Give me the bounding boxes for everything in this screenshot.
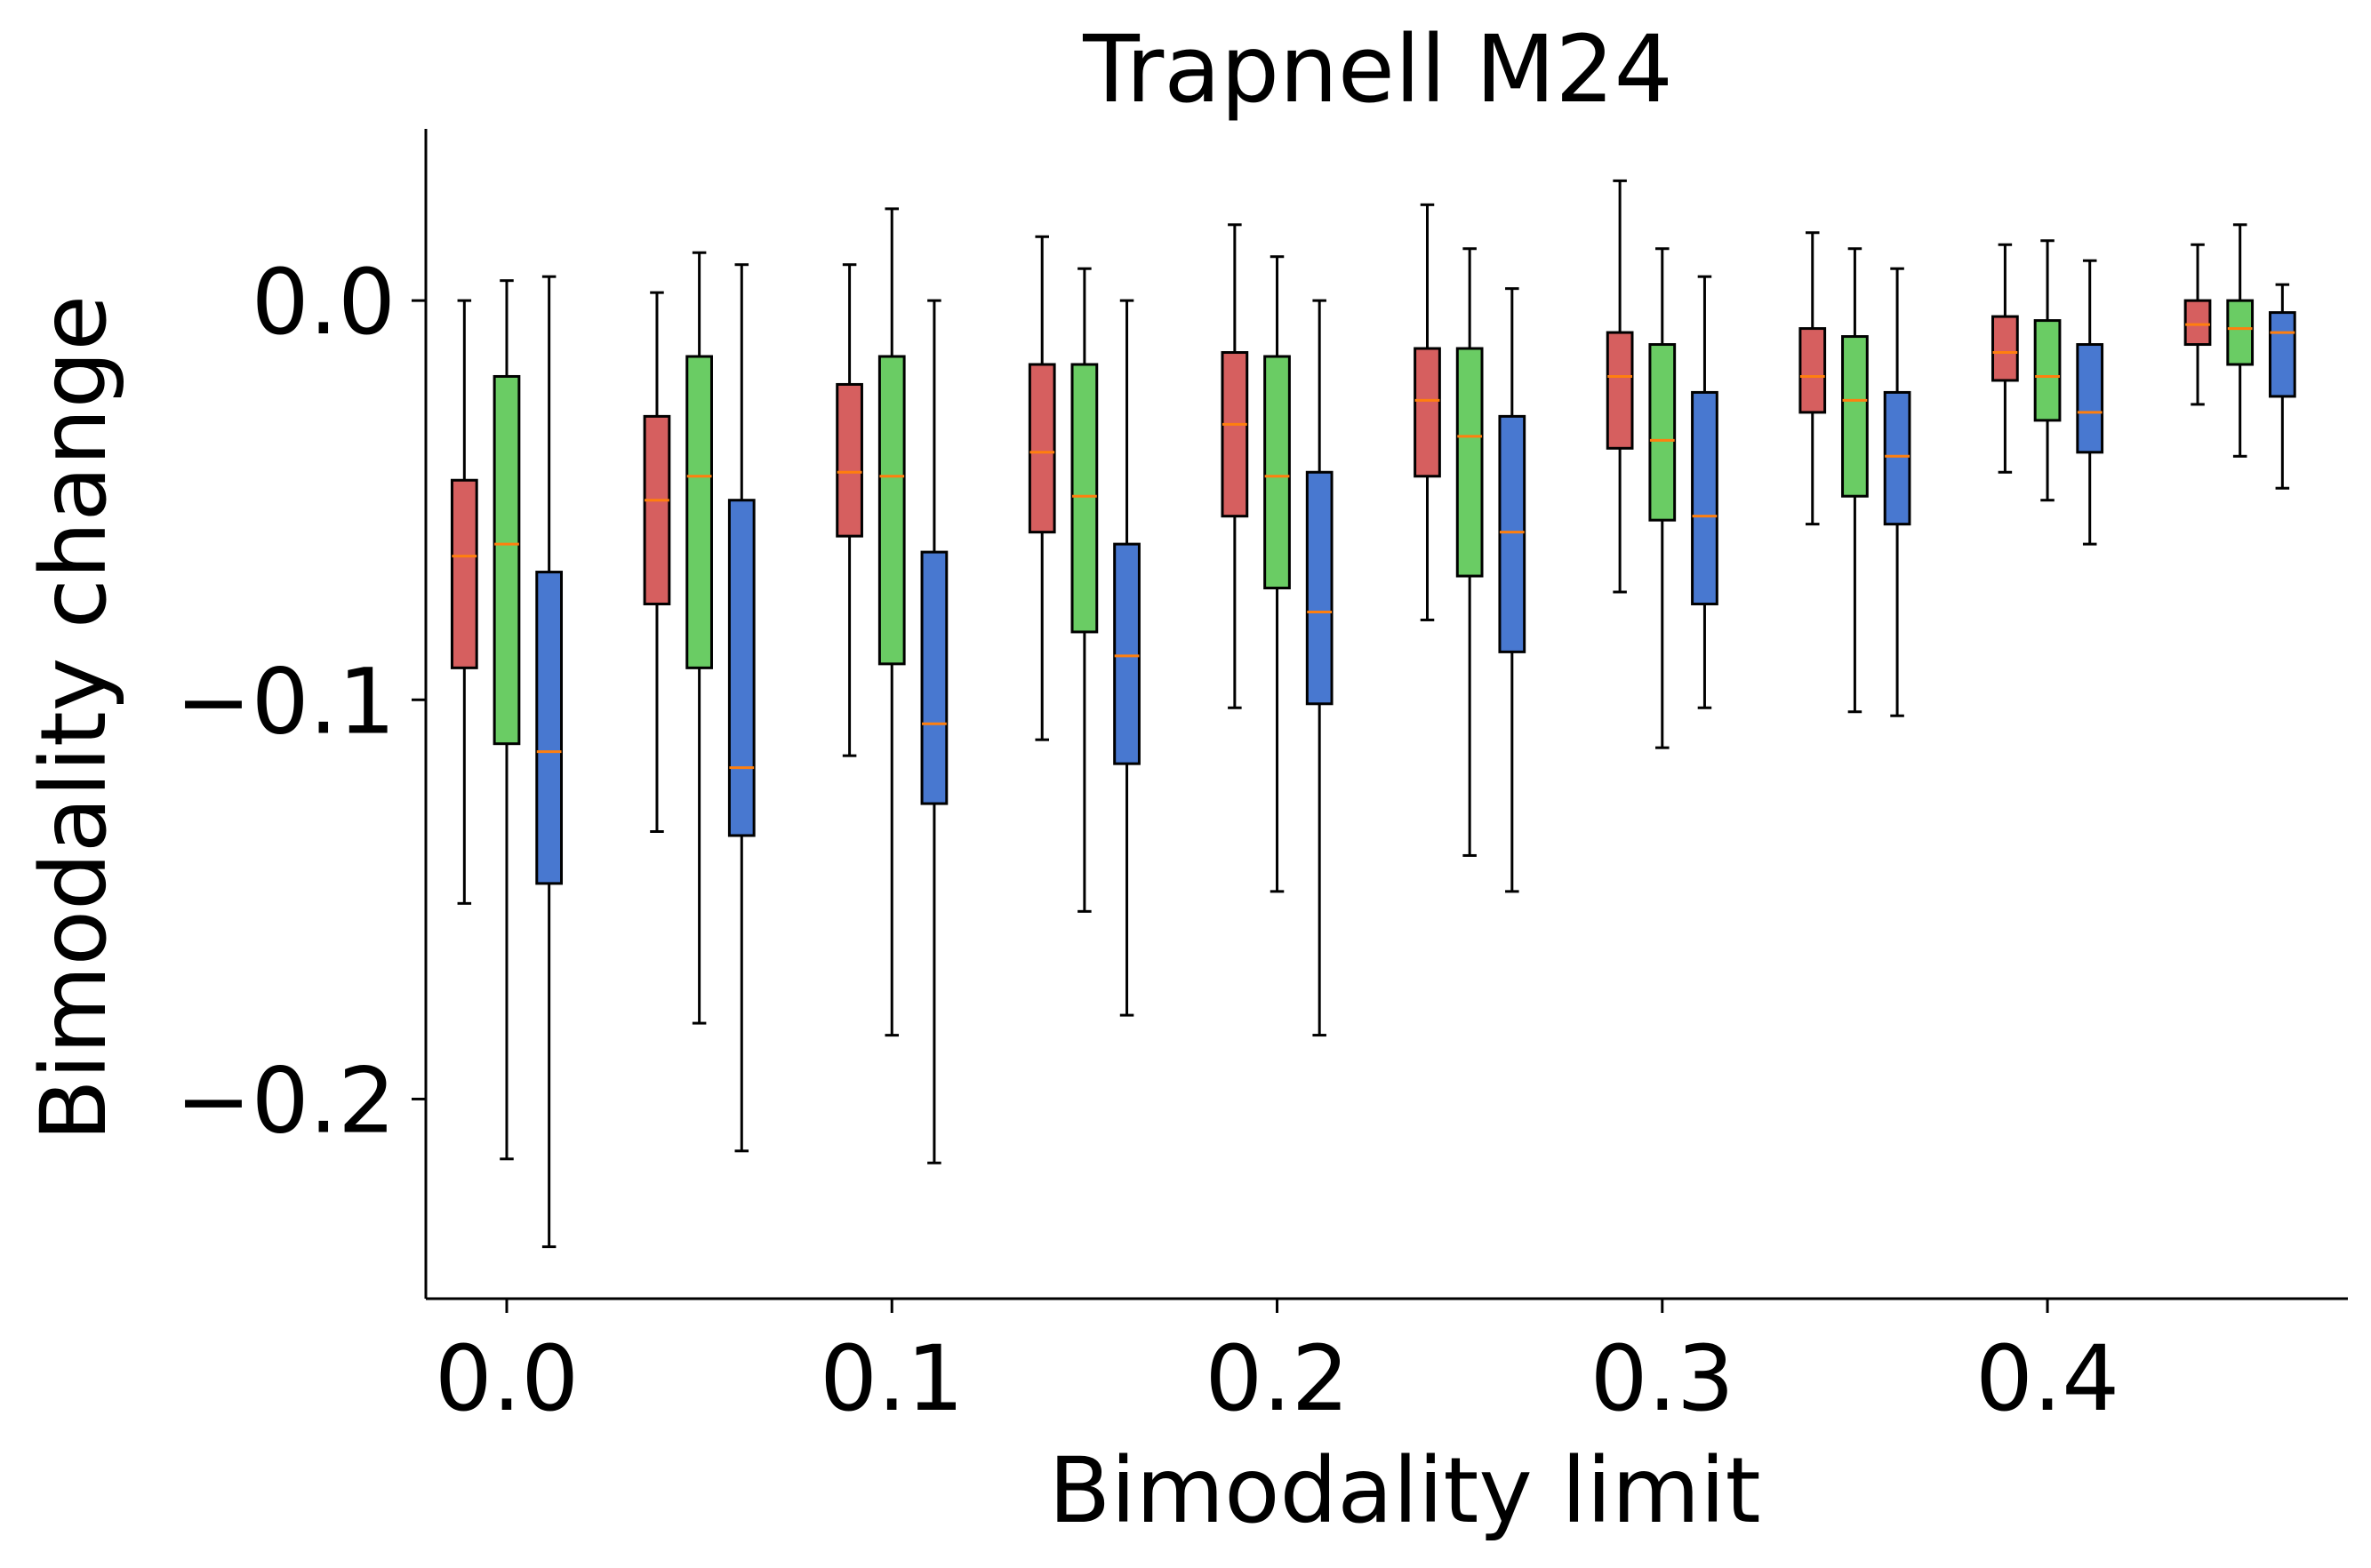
box-blue-9 [2268, 283, 2296, 490]
box-iqr [1305, 470, 1334, 706]
x-tick-label: 0.1 [820, 1326, 964, 1432]
plot-area [450, 179, 2296, 1249]
box-blue-5 [1498, 287, 1526, 893]
box-iqr [1648, 343, 1677, 522]
box-iqr [493, 374, 521, 746]
box-green-6 [1648, 247, 1677, 749]
box-iqr [1070, 363, 1099, 634]
y-tick-label: −0.1 [175, 649, 396, 755]
box-green-8 [2033, 239, 2062, 502]
box-iqr [877, 355, 906, 666]
box-blue-0 [535, 275, 564, 1249]
y-axis-label: Bimodality change [21, 295, 127, 1141]
x-tick-label: 0.0 [435, 1326, 579, 1432]
box-blue-7 [1883, 267, 1911, 717]
box-iqr [1606, 331, 1634, 450]
box-blue-2 [920, 299, 949, 1164]
box-iqr [1691, 390, 1718, 605]
box-red-9 [2183, 243, 2212, 406]
box-blue-1 [727, 263, 756, 1153]
box-iqr [1991, 315, 2019, 382]
box-iqr [1028, 363, 1056, 534]
box-iqr [1883, 390, 1911, 526]
box-blue-6 [1691, 275, 1718, 709]
box-iqr [535, 571, 564, 885]
box-blue-4 [1305, 299, 1334, 1037]
box-iqr [643, 414, 671, 605]
box-green-3 [1070, 267, 1099, 913]
box-red-8 [1991, 243, 2019, 474]
box-red-3 [1028, 235, 1056, 741]
box-green-5 [1455, 247, 1484, 857]
box-red-7 [1798, 231, 1827, 526]
box-green-0 [493, 279, 521, 1161]
box-red-0 [450, 299, 478, 905]
box-red-6 [1606, 179, 1634, 594]
box-blue-8 [2076, 259, 2104, 546]
box-green-4 [1263, 255, 1291, 893]
box-green-7 [1841, 247, 1869, 714]
box-green-1 [685, 251, 713, 1025]
box-green-9 [2226, 223, 2255, 458]
box-blue-3 [1113, 299, 1141, 1017]
x-tick-label: 0.4 [1975, 1326, 2119, 1432]
box-iqr [1455, 347, 1484, 578]
box-red-2 [836, 263, 863, 757]
box-red-1 [643, 291, 671, 833]
box-iqr [1798, 327, 1827, 414]
box-green-2 [877, 207, 906, 1037]
y-tick-label: 0.0 [252, 250, 396, 356]
box-red-4 [1221, 223, 1249, 709]
y-tick-label: −0.2 [175, 1048, 396, 1154]
box-iqr [2076, 343, 2104, 454]
box-iqr [1498, 414, 1526, 653]
box-iqr [1263, 355, 1291, 590]
box-iqr [836, 382, 863, 538]
box-iqr [1113, 542, 1141, 765]
chart-title: Trapnell M24 [1082, 15, 1673, 124]
box-iqr [2033, 319, 2062, 422]
box-iqr [685, 355, 713, 669]
box-iqr [1841, 335, 1869, 498]
box-iqr [2226, 299, 2255, 366]
x-tick-label: 0.2 [1205, 1326, 1349, 1432]
box-iqr [1221, 351, 1249, 518]
box-iqr [727, 499, 756, 837]
box-iqr [2183, 299, 2212, 347]
box-iqr [2268, 311, 2296, 398]
x-axis-label: Bimodality limit [1048, 1438, 1760, 1544]
axes: 0.0 0.1 0.2 0.3 0.4 0.0 −0.1 −0.2 [175, 129, 2348, 1432]
box-iqr [1414, 347, 1441, 478]
box-iqr [920, 550, 949, 805]
x-tick-label: 0.3 [1590, 1326, 1734, 1432]
box-iqr [450, 478, 478, 669]
box-red-5 [1414, 203, 1441, 621]
